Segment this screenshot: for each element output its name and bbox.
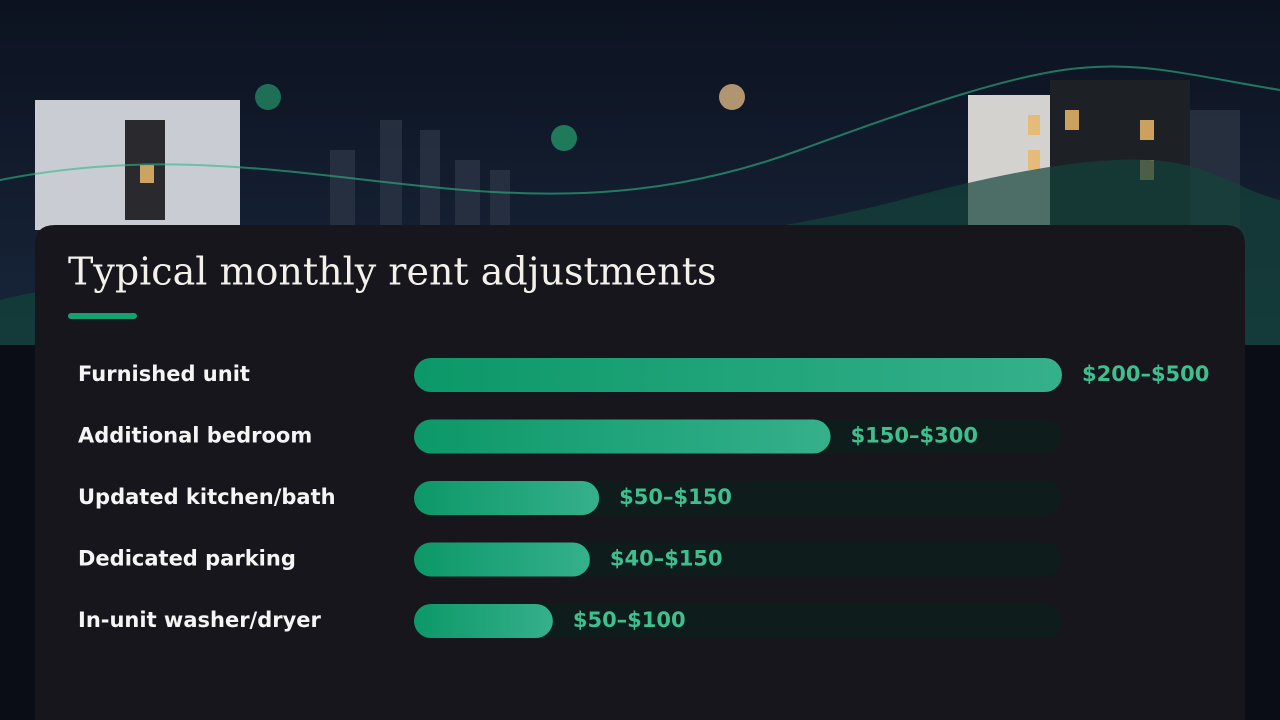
- bar: [414, 604, 553, 638]
- value-label: $50–$150: [619, 485, 732, 509]
- chart-title: Typical monthly rent adjustments: [68, 250, 717, 294]
- title-underline: [68, 313, 137, 319]
- card: [35, 225, 1245, 720]
- category-label: Additional bedroom: [78, 424, 312, 448]
- value-label: $150–$300: [851, 424, 978, 448]
- value-label: $200–$500: [1082, 362, 1209, 386]
- category-label: In-unit washer/dryer: [78, 608, 322, 632]
- bar: [414, 542, 590, 577]
- value-label: $50–$100: [573, 608, 686, 632]
- plot: Furnished unit $200–$500 Additional bedroo…: [78, 358, 1209, 638]
- category-label: Dedicated parking: [78, 547, 296, 571]
- bar-track: [414, 604, 1062, 638]
- category-label: Furnished unit: [78, 362, 250, 386]
- value-label: $40–$150: [610, 547, 723, 571]
- category-label: Updated kitchen/bath: [78, 485, 336, 509]
- bar: [414, 419, 831, 454]
- bar: [414, 481, 600, 515]
- bar: [414, 358, 1062, 392]
